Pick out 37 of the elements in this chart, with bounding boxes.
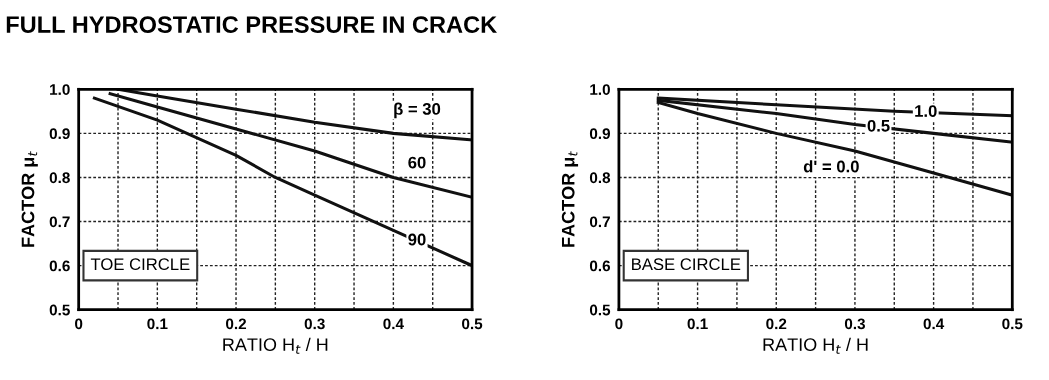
y-tick-label: 0.7 <box>49 216 70 228</box>
y-tick-label: 0.9 <box>49 128 70 140</box>
x-tick-label: 0.1 <box>147 318 168 330</box>
series-label: 60 <box>408 156 426 169</box>
x-tick-label: 0 <box>75 318 83 330</box>
x-tick-label: 0 <box>615 318 623 330</box>
y-tick-label: 1.0 <box>590 84 610 95</box>
y-tick-label: 0.8 <box>589 172 611 184</box>
y-tick-label: 0.5 <box>589 304 611 316</box>
y-tick-label: 0.6 <box>589 260 611 272</box>
y-tick-label: 0.7 <box>589 216 610 228</box>
y-axis-title: FACTOR μ$_{t}$ <box>21 151 38 247</box>
annotation: TOE CIRCLE <box>90 258 190 271</box>
series-label: d' = 0.0 <box>803 160 859 173</box>
x-tick-label: 0.3 <box>304 318 325 330</box>
chart-title: FULL HYDROSTATIC PRESSURE IN CRACK <box>6 16 497 33</box>
annotation: BASE CIRCLE <box>632 258 741 271</box>
y-tick-label: 1.0 <box>50 84 70 95</box>
x-tick-label: 0.2 <box>766 318 787 330</box>
x-tick-label: 0.5 <box>1002 318 1023 330</box>
x-tick-label: 0.4 <box>923 318 945 330</box>
x-tick-label: 0.2 <box>226 318 247 330</box>
y-tick-label: 0.6 <box>49 260 70 272</box>
x-tick-label: 0.1 <box>687 318 708 330</box>
y-tick-label: 0.8 <box>49 172 70 184</box>
x-axis-title: RATIO H$_{t}$ / H <box>763 337 868 354</box>
series-label: β = 30 <box>394 102 441 119</box>
y-axis-title: FACTOR μ$_{t}$ <box>561 151 579 247</box>
series-label: 90 <box>408 233 426 246</box>
x-tick-label: 0.5 <box>462 318 483 330</box>
x-tick-label: 0.3 <box>844 318 865 330</box>
series-label: 1.0 <box>915 105 937 117</box>
x-axis-title: RATIO H$_{t}$ / H <box>223 337 328 354</box>
x-tick-label: 0.4 <box>383 318 404 330</box>
y-tick-label: 0.5 <box>49 304 70 316</box>
series-label: 0.5 <box>867 119 890 132</box>
y-tick-label: 0.9 <box>589 128 611 140</box>
